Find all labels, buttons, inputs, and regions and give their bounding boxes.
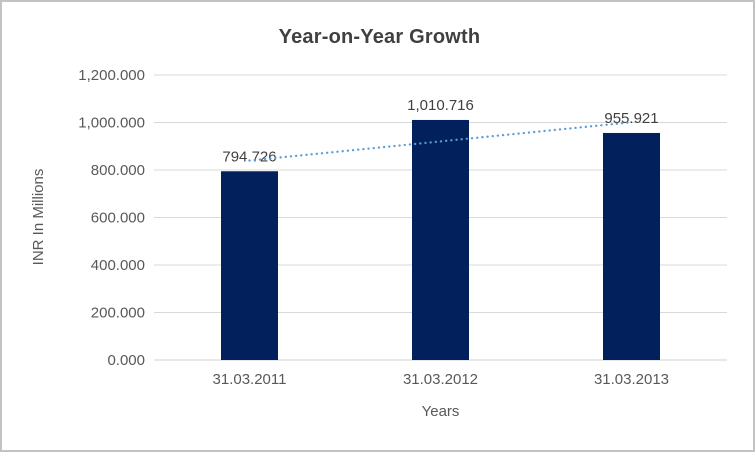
bar — [603, 132, 660, 360]
y-tick-label: 0.000 — [107, 352, 145, 369]
bar — [412, 119, 469, 360]
x-tick-label: 31.03.2012 — [403, 371, 478, 388]
y-tick-label: 1,200.000 — [78, 67, 145, 84]
trendline — [248, 121, 633, 162]
x-tick-label: 31.03.2013 — [594, 371, 669, 388]
y-axis-title: INR In Millions — [30, 168, 47, 266]
x-axis-title: Years — [421, 403, 460, 420]
y-tick-label: 200.000 — [91, 305, 145, 322]
bar — [221, 171, 278, 360]
bar-value-label: 955.921 — [604, 110, 658, 127]
y-tick-label: 600.000 — [91, 210, 145, 227]
y-tick-label: 400.000 — [91, 257, 145, 274]
y-tick-label: 800.000 — [91, 162, 145, 179]
bar-value-label: 1,010.716 — [407, 97, 474, 114]
bar-value-label: 794.726 — [222, 148, 276, 165]
chart-title: Year-on-Year Growth — [278, 26, 481, 48]
x-tick-label: 31.03.2011 — [213, 371, 287, 388]
y-tick-label: 1,000.000 — [78, 115, 145, 132]
